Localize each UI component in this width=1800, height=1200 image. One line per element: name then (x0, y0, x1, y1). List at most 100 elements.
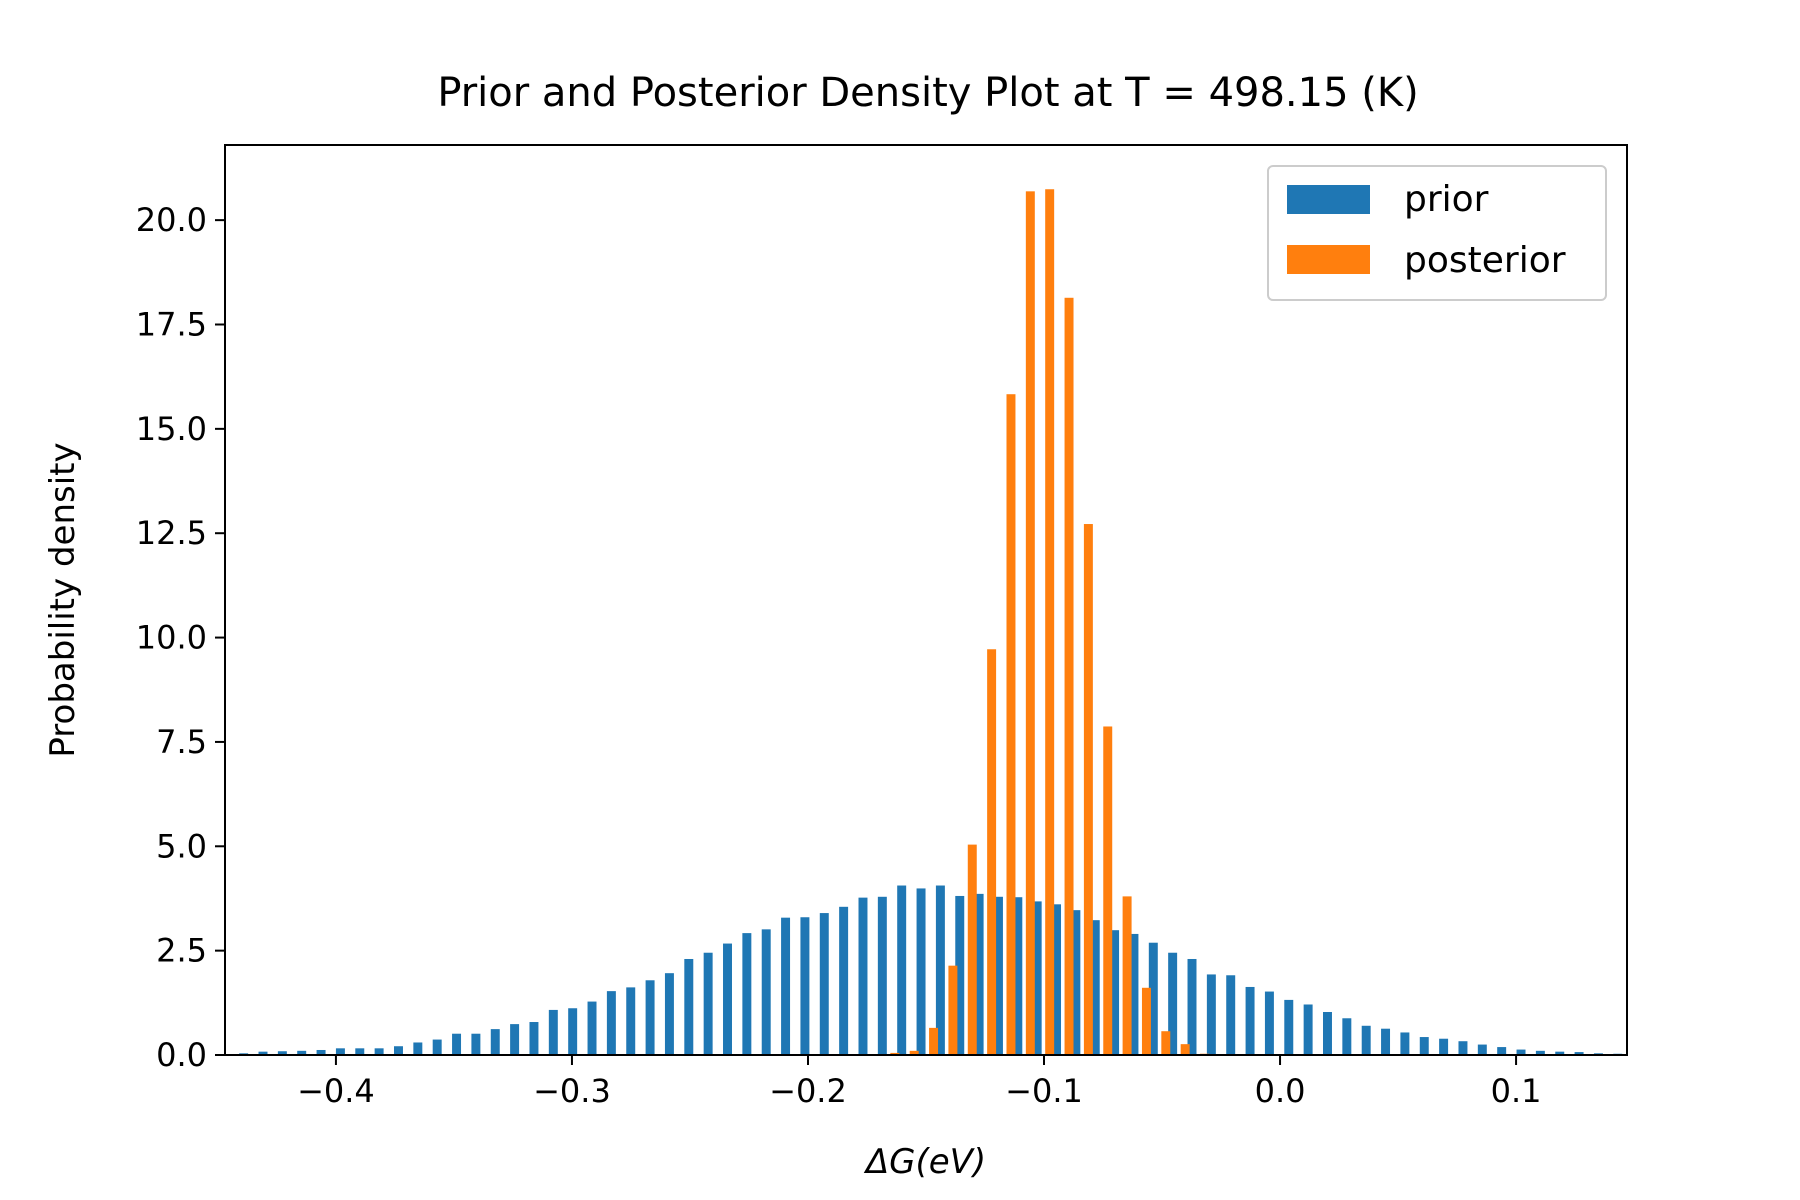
bar-prior-32 (858, 897, 868, 1055)
bar-prior-37 (955, 895, 965, 1055)
bar-prior-65 (1497, 1047, 1507, 1055)
bar-posterior-9 (1064, 297, 1074, 1055)
bar-prior-18 (587, 1001, 597, 1055)
bar-prior-60 (1400, 1032, 1410, 1055)
y-tick-label-6: 15.0 (136, 410, 207, 448)
bar-prior-54 (1284, 999, 1294, 1055)
y-tick-label-2: 5.0 (156, 827, 207, 865)
bar-prior-47 (1148, 942, 1158, 1055)
bar-prior-58 (1361, 1025, 1371, 1055)
bar-posterior-1 (909, 1050, 919, 1055)
bar-prior-68 (1555, 1051, 1565, 1055)
bar-prior-48 (1168, 952, 1178, 1055)
bar-prior-67 (1535, 1050, 1545, 1055)
bar-prior-2 (277, 1051, 287, 1055)
bar-prior-3 (297, 1050, 307, 1055)
legend-swatch-prior (1287, 185, 1370, 214)
bar-prior-30 (819, 913, 829, 1055)
bar-prior-13 (490, 1029, 500, 1055)
bar-prior-50 (1206, 974, 1216, 1055)
bar-prior-9 (413, 1042, 423, 1055)
legend-label-posterior: posterior (1404, 240, 1566, 281)
bar-prior-16 (548, 1009, 558, 1055)
bar-prior-27 (761, 929, 771, 1055)
bar-posterior-6 (1006, 394, 1016, 1056)
bar-prior-40 (1013, 897, 1023, 1055)
bar-prior-33 (877, 896, 887, 1055)
bar-prior-10 (432, 1039, 442, 1055)
bar-prior-53 (1264, 991, 1274, 1055)
bar-posterior-0 (890, 1052, 900, 1055)
bar-prior-55 (1303, 1004, 1313, 1055)
bar-prior-51 (1226, 975, 1236, 1055)
chart-title: Prior and Posterior Density Plot at T = … (437, 70, 1418, 116)
bar-prior-4 (316, 1049, 326, 1055)
x-tick-label-1: −0.3 (533, 1072, 611, 1110)
y-tick-label-8: 20.0 (136, 201, 207, 239)
bar-prior-43 (1071, 910, 1081, 1055)
bar-prior-26 (742, 933, 752, 1055)
plot-frame (224, 144, 1628, 1056)
x-tick-label-3: −0.1 (1005, 1072, 1083, 1110)
bar-prior-12 (471, 1033, 481, 1055)
x-axis-ticks: −0.4 −0.3 −0.2 −0.1 0.0 0.1 (297, 1055, 1542, 1110)
bar-prior-64 (1477, 1044, 1487, 1055)
bar-prior-23 (684, 958, 694, 1055)
bar-prior-57 (1342, 1018, 1352, 1055)
bar-prior-25 (723, 943, 732, 1055)
bar-prior-66 (1516, 1049, 1526, 1055)
bar-prior-28 (781, 917, 791, 1055)
bar-prior-6 (355, 1048, 365, 1055)
bar-prior-35 (916, 888, 926, 1055)
bar-prior-1 (258, 1051, 268, 1055)
bar-posterior-8 (1045, 189, 1055, 1055)
legend-swatch-posterior (1287, 245, 1370, 274)
bar-posterior-13 (1141, 987, 1151, 1055)
bar-prior-42 (1052, 904, 1062, 1055)
bar-posterior-11 (1103, 726, 1113, 1055)
y-axis-ticks: 0.0 2.5 5.0 7.5 10.0 12.5 15.0 17.5 20.0 (136, 201, 225, 1074)
bar-prior-20 (626, 987, 636, 1055)
x-tick-label-2: −0.2 (769, 1072, 847, 1110)
bar-prior-49 (1187, 958, 1197, 1055)
bar-prior-63 (1458, 1041, 1468, 1055)
bar-prior-14 (510, 1024, 520, 1055)
bar-prior-41 (1032, 901, 1042, 1055)
bar-posterior-15 (1180, 1044, 1190, 1055)
y-tick-label-7: 17.5 (136, 305, 207, 343)
bar-prior-38 (974, 893, 984, 1055)
legend-label-prior: prior (1404, 179, 1489, 220)
bar-posterior-3 (948, 965, 958, 1055)
bar-prior-24 (703, 952, 713, 1055)
bar-prior-21 (645, 980, 655, 1055)
y-axis-label: Probability density (43, 442, 83, 757)
bar-prior-52 (1245, 986, 1255, 1055)
bar-posterior-12 (1122, 896, 1132, 1055)
y-tick-label-0: 0.0 (156, 1036, 207, 1074)
bar-prior-69 (1574, 1052, 1584, 1055)
bar-posterior-5 (987, 649, 997, 1055)
y-tick-label-3: 7.5 (156, 723, 207, 761)
bars-layer (239, 189, 1623, 1056)
x-tick-label-0: −0.4 (297, 1072, 375, 1110)
bar-prior-61 (1419, 1037, 1429, 1055)
bar-prior-11 (452, 1033, 462, 1055)
bar-prior-56 (1323, 1012, 1332, 1055)
bar-prior-39 (993, 896, 1003, 1055)
bar-prior-62 (1439, 1038, 1449, 1055)
bar-prior-36 (935, 885, 945, 1055)
bar-prior-15 (529, 1022, 539, 1055)
bar-posterior-2 (929, 1027, 939, 1055)
bar-prior-8 (394, 1046, 403, 1055)
bar-prior-31 (839, 906, 849, 1055)
bar-prior-19 (606, 991, 616, 1055)
bar-prior-7 (374, 1048, 384, 1055)
bar-prior-46 (1129, 933, 1139, 1055)
bar-prior-5 (335, 1048, 345, 1055)
y-tick-label-4: 10.0 (136, 619, 207, 657)
bar-prior-45 (1110, 930, 1120, 1055)
bar-posterior-14 (1161, 1031, 1171, 1055)
bar-prior-44 (1090, 920, 1100, 1055)
legend: prior posterior (1267, 165, 1607, 301)
